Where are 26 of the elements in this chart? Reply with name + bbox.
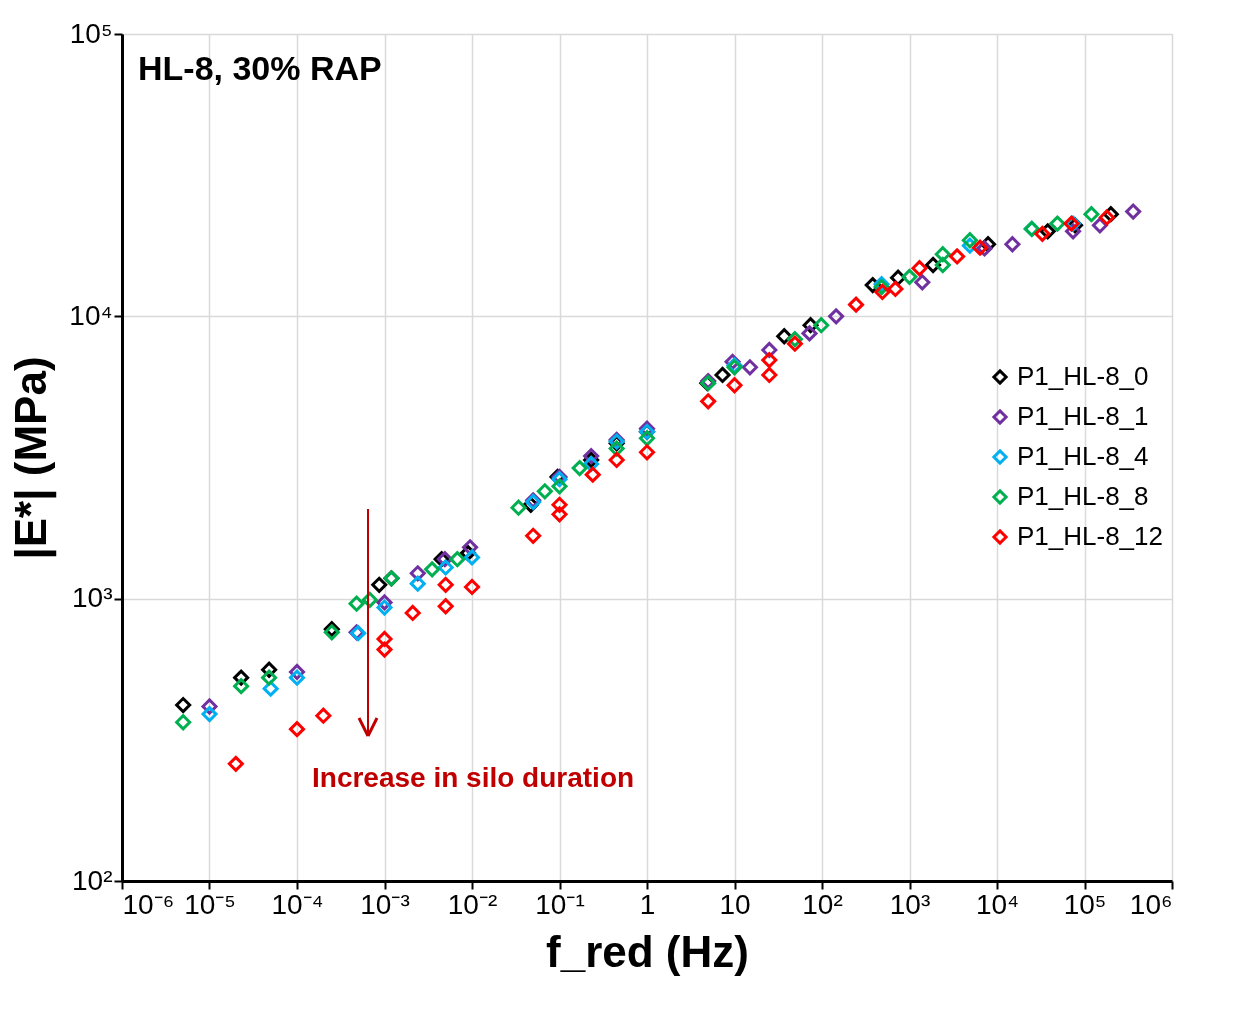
x-tick-label: 10² xyxy=(802,888,843,920)
x-tick-label: 10 xyxy=(719,888,751,920)
x-tick-label: 10⁴ xyxy=(975,888,1020,920)
x-tick-label: 10⁵ xyxy=(1063,888,1107,920)
legend-label: P1_HL-8_12 xyxy=(1017,521,1163,551)
legend-label: P1_HL-8_4 xyxy=(1017,441,1149,471)
y-tick-label: 10⁴ xyxy=(69,299,113,331)
x-tick-label: 10⁶ xyxy=(1129,888,1173,920)
x-axis-title: f_red (Hz) xyxy=(546,926,749,976)
x-tick-label: 10⁻⁴ xyxy=(271,888,324,920)
annotation: Increase in silo duration xyxy=(312,762,635,793)
y-tick-label: 10³ xyxy=(72,582,113,614)
x-tick-label: 10³ xyxy=(889,888,931,920)
x-tick-label: 1 xyxy=(639,888,656,920)
annotation: HL-8, 30% RAP xyxy=(138,49,382,87)
legend-label: P1_HL-8_1 xyxy=(1017,401,1149,431)
x-tick-label: 10⁻¹ xyxy=(535,888,585,920)
legend-label: P1_HL-8_0 xyxy=(1017,361,1149,391)
x-tick-label: 10⁻² xyxy=(447,888,498,920)
y-tick-label: 10² xyxy=(72,864,113,896)
x-tick-label: 10⁻⁵ xyxy=(184,888,236,920)
x-tick-label: 10⁻³ xyxy=(360,888,410,920)
legend-label: P1_HL-8_8 xyxy=(1017,481,1149,511)
x-tick-label: 10⁻⁶ xyxy=(122,888,175,920)
y-tick-label: 10⁵ xyxy=(69,17,113,49)
y-axis-title: |E*| (MPa) xyxy=(6,356,58,560)
